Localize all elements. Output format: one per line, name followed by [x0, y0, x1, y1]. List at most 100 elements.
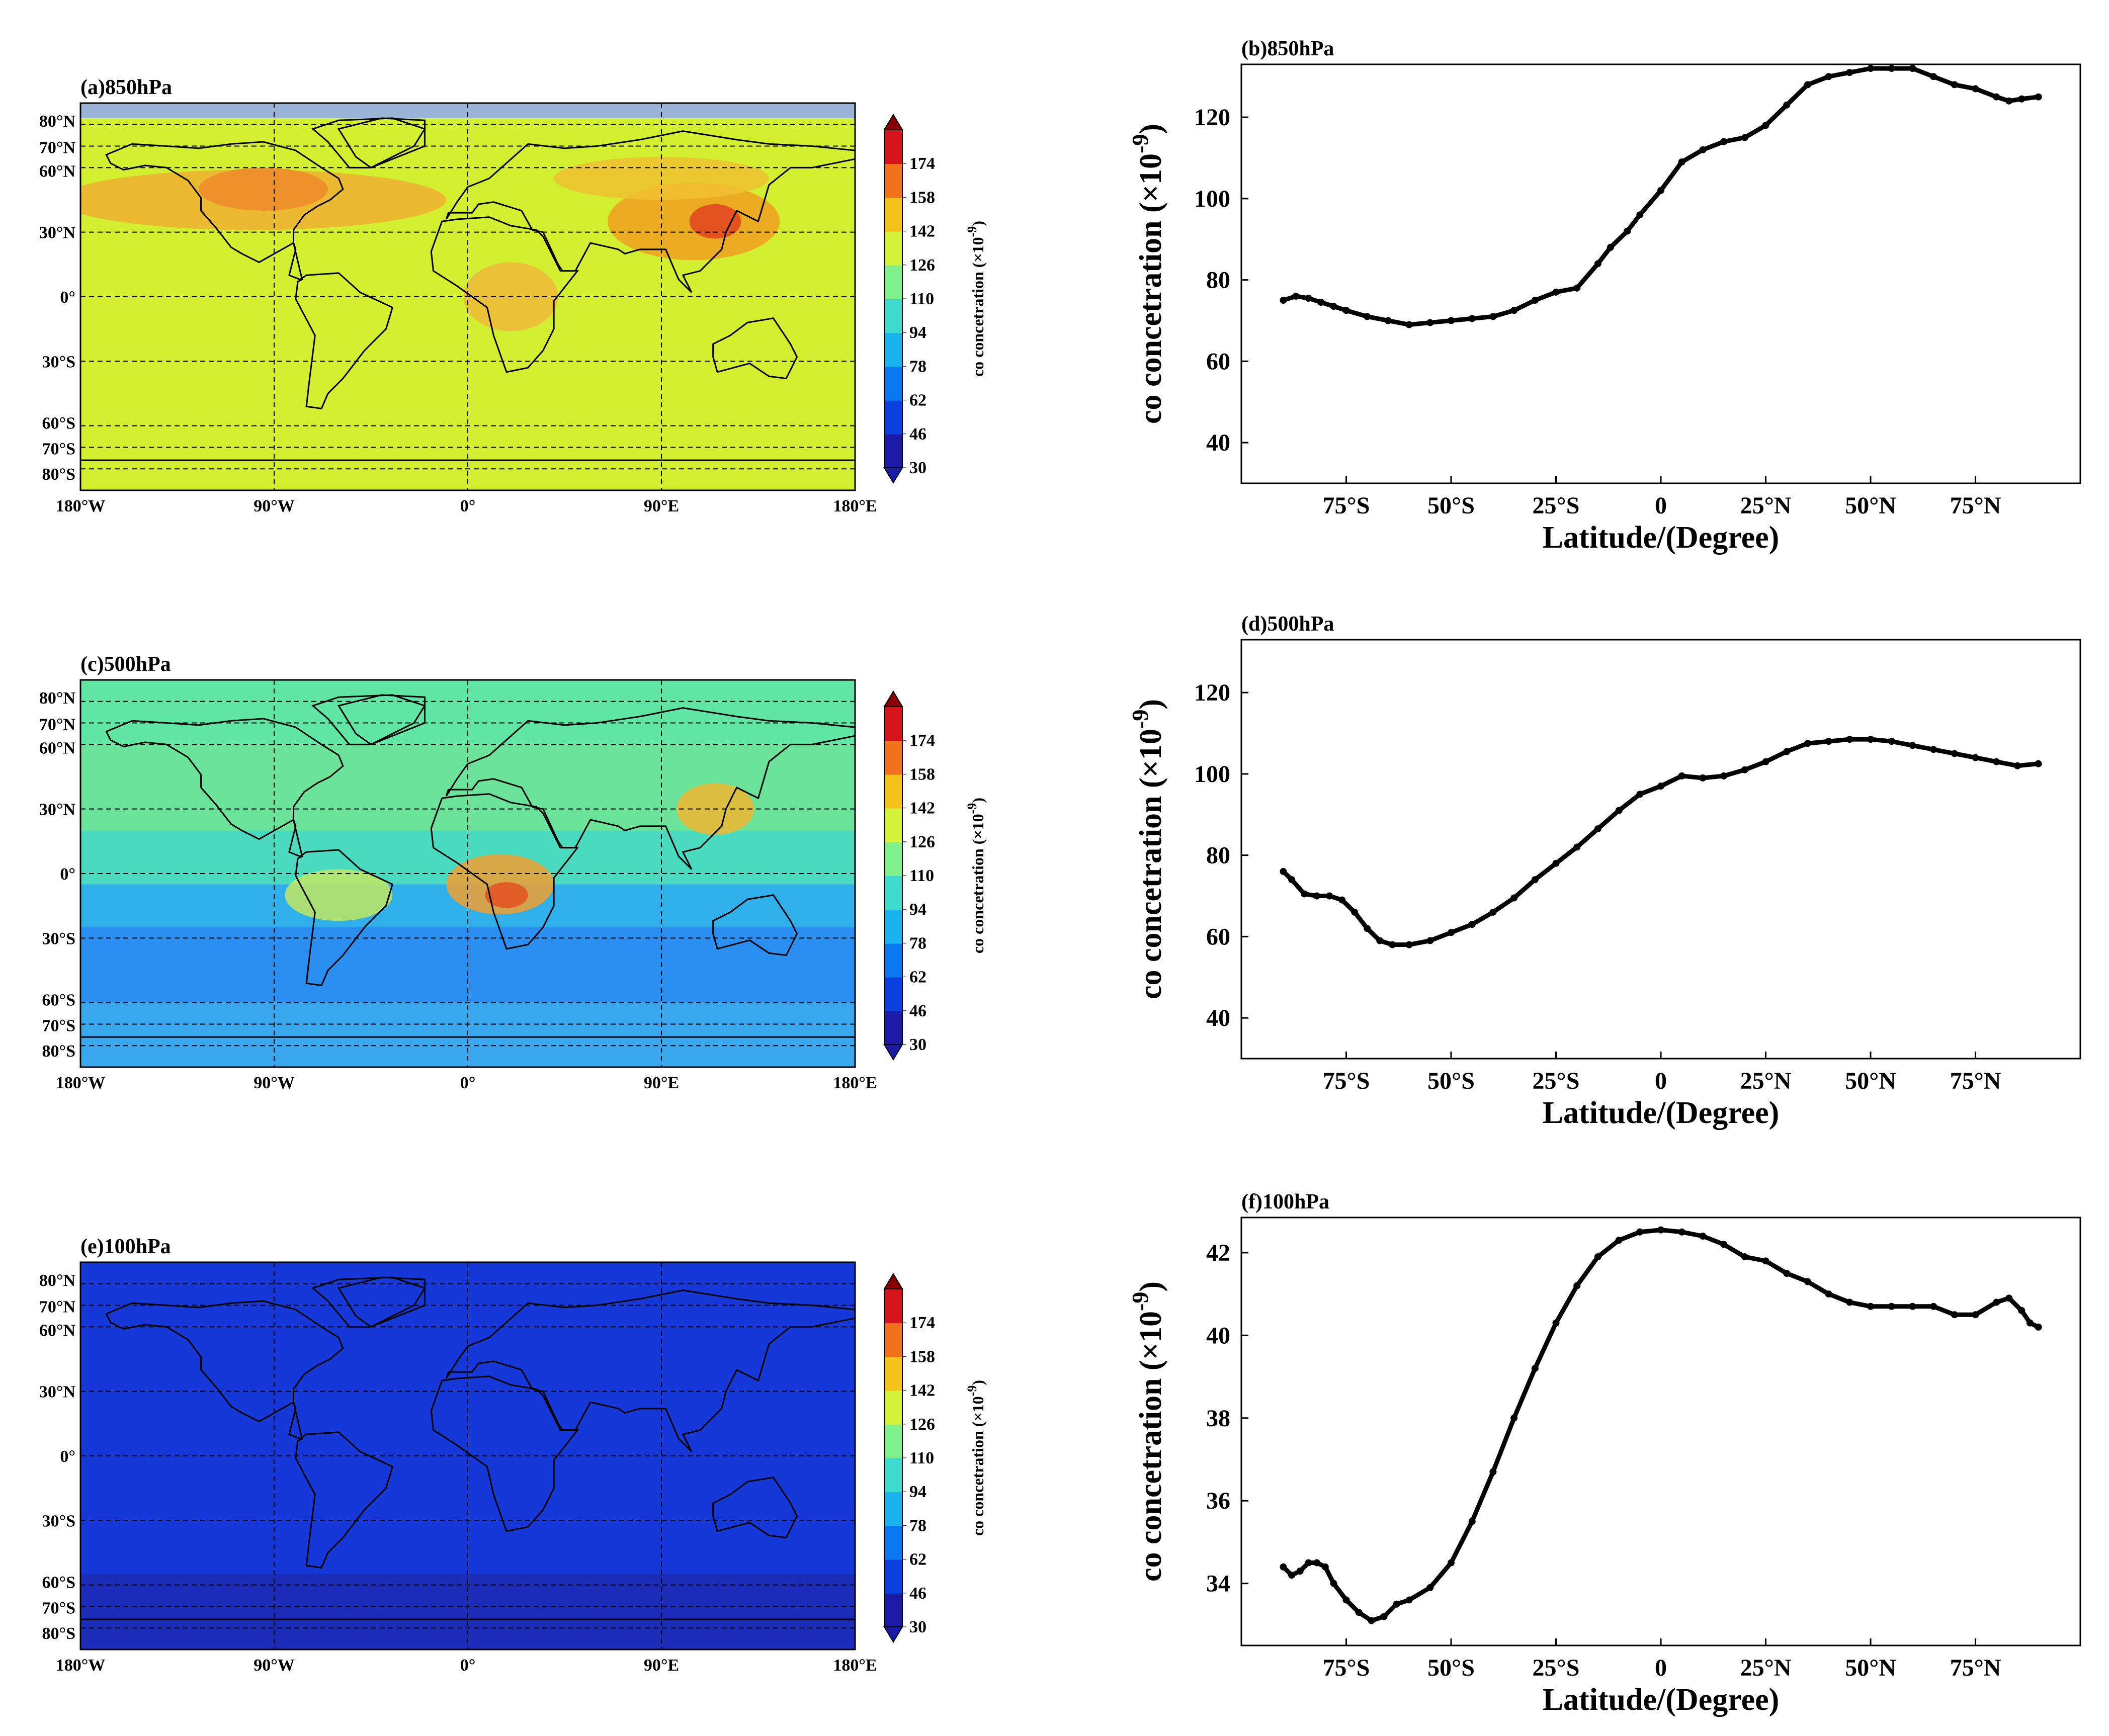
- data-point: [1594, 260, 1601, 268]
- colorbar-tick-label: 62: [909, 968, 926, 987]
- y-tick-label: 34: [1206, 1571, 1230, 1597]
- data-point: [1993, 1298, 2000, 1306]
- colorbar-tick-label: 46: [909, 1002, 926, 1020]
- x-axis-label: Latitude/(Degree): [1543, 520, 1780, 555]
- lat-tick-label: 80°N: [39, 1271, 76, 1290]
- data-point: [1951, 81, 1958, 89]
- colorbar-tick-label: 78: [909, 934, 926, 952]
- colorbar-tick-label: 30: [909, 1618, 926, 1636]
- x-tick-label: 50°S: [1427, 1068, 1475, 1094]
- emission-hotspot: [689, 204, 741, 239]
- x-tick-label: 75°N: [1950, 1068, 2001, 1094]
- map-frame: [79, 1261, 856, 1651]
- data-point: [1909, 742, 1916, 749]
- data-point: [1292, 292, 1300, 300]
- colorbar-tick-label: 174: [909, 731, 935, 750]
- data-point: [1426, 319, 1434, 326]
- colorbar-extend-max: [883, 690, 903, 707]
- lat-tick-label: 80°N: [39, 689, 76, 708]
- x-tick-label: 25°S: [1533, 1655, 1580, 1681]
- data-point: [1636, 1228, 1644, 1236]
- panel-title: (f)100hPa: [1241, 1190, 1329, 1213]
- data-point: [1720, 138, 1728, 145]
- lat-tick-label: 30°N: [39, 801, 76, 819]
- colorbar-tick-label: 30: [909, 1035, 926, 1054]
- data-point: [1531, 876, 1539, 884]
- data-point: [1280, 1563, 1287, 1571]
- data-point: [1510, 894, 1518, 902]
- lon-tick-label: 180°W: [56, 1074, 106, 1092]
- data-point: [1825, 738, 1832, 745]
- data-point: [1594, 1253, 1601, 1261]
- lat-tick-label: 30°S: [42, 929, 75, 948]
- data-point: [1330, 1580, 1337, 1587]
- colorbar-segment: [884, 1323, 902, 1357]
- colorbar-tick-label: 62: [909, 1550, 926, 1569]
- colorbar-segment: [884, 1289, 902, 1324]
- colorbar-segment: [884, 1010, 902, 1045]
- data-point: [1448, 1559, 1455, 1567]
- colorbar: 30 46 62 78 94 110 126 142 158 174 co concetration…: [883, 114, 987, 484]
- x-tick-label: 50°N: [1845, 492, 1896, 519]
- data-point: [2018, 1307, 2026, 1314]
- x-tick-label: 75°S: [1323, 1068, 1370, 1094]
- colorbar-tick-label: 46: [909, 1584, 926, 1603]
- data-point: [1657, 187, 1664, 194]
- data-point: [2035, 1323, 2042, 1331]
- lat-tick-label: 80°S: [42, 1042, 75, 1061]
- data-point: [1867, 65, 1874, 72]
- colorbar-segment: [884, 1593, 902, 1627]
- panel-title: (e)100hPa: [80, 1235, 171, 1258]
- data-point: [1699, 1233, 1707, 1240]
- data-point: [1405, 321, 1413, 328]
- x-tick-label: 50°N: [1845, 1068, 1896, 1094]
- data-point: [1720, 772, 1728, 779]
- data-point: [1909, 65, 1916, 72]
- data-point: [1783, 748, 1791, 755]
- colorbar-tick-label: 94: [909, 323, 926, 342]
- data-point: [1384, 317, 1392, 324]
- colorbar-segment: [884, 1390, 902, 1425]
- x-tick-label: 0: [1655, 1655, 1667, 1681]
- series-line: [1281, 737, 2041, 947]
- lat-tick-label: 70°N: [39, 716, 76, 734]
- colorbar-tick-label: 110: [909, 1449, 934, 1467]
- lat-tick-label: 30°S: [42, 353, 75, 371]
- colorbar-segment: [884, 366, 902, 401]
- colorbar-tick-label: 174: [909, 1314, 935, 1332]
- colorbar-tick-label: 174: [909, 154, 935, 173]
- colorbar-tick-label: 158: [909, 1347, 935, 1366]
- colorbar-tick-label: 78: [909, 357, 926, 376]
- data-point: [1972, 1311, 1979, 1319]
- x-tick-label: 25°N: [1740, 1068, 1792, 1094]
- data-point: [1531, 1365, 1539, 1372]
- data-point: [1607, 243, 1614, 251]
- data-point: [1376, 937, 1384, 944]
- y-tick-label: 40: [1206, 1322, 1230, 1349]
- colorbar-extend-min: [883, 1044, 903, 1061]
- lon-tick-label: 180°W: [56, 497, 106, 515]
- data-point: [1426, 937, 1434, 944]
- series-line: [1281, 66, 2041, 327]
- map-frame: [79, 679, 856, 1068]
- lat-tick-label: 60°S: [42, 991, 75, 1010]
- data-point: [1342, 307, 1350, 314]
- colorbar-tick-label: 30: [909, 459, 926, 477]
- data-point: [1368, 1617, 1375, 1624]
- data-point: [1552, 859, 1560, 867]
- data-point: [1909, 1303, 1916, 1310]
- data-point: [1657, 1226, 1664, 1234]
- colorbar-segment: [884, 1458, 902, 1493]
- data-point: [1972, 754, 1979, 761]
- colorbar-segment: [884, 332, 902, 367]
- colorbar-tick-label: 126: [909, 833, 935, 851]
- colorbar-segment: [884, 1525, 902, 1560]
- data-point: [1699, 146, 1707, 153]
- data-point: [1993, 93, 2000, 101]
- y-tick-label: 40: [1206, 1005, 1230, 1031]
- y-tick-label: 100: [1194, 761, 1230, 788]
- lon-tick-label: 90°E: [644, 1656, 679, 1675]
- lon-tick-label: 90°E: [644, 497, 679, 515]
- colorbar: 30 46 62 78 94 110 126 142 158 174 co concetration…: [883, 1273, 987, 1643]
- colorbar-extend-min: [883, 1626, 903, 1643]
